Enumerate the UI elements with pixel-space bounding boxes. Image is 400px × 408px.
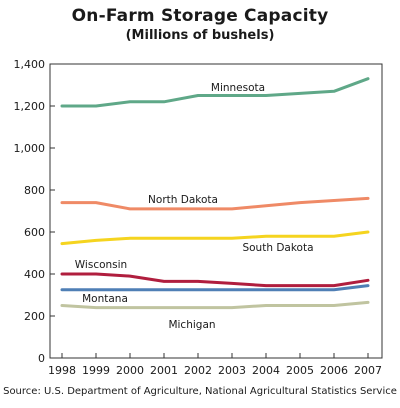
series-line-wisconsin [60, 272, 370, 288]
x-tick-label: 1998 [48, 364, 76, 377]
y-tick-label: 1,200 [14, 100, 46, 113]
chart-title: On-Farm Storage Capacity [71, 6, 329, 26]
series-line-south-dakota [60, 230, 370, 246]
series-label-michigan: Michigan [168, 319, 215, 331]
y-tick-label: 200 [24, 310, 45, 323]
x-tick-label: 2004 [252, 364, 280, 377]
x-tick-label: 2005 [286, 364, 314, 377]
series-lines [60, 77, 370, 310]
x-tick-label: 2001 [150, 364, 178, 377]
series-label-north-dakota: North Dakota [148, 194, 218, 206]
axes: 0 200 400 600 800 1,000 1,200 1,400 1998 1999 2000… [14, 58, 383, 377]
y-tick-label: 400 [24, 268, 45, 281]
series-label-wisconsin: Wisconsin [75, 259, 127, 271]
y-tick-label: 800 [24, 184, 45, 197]
series-line-montana [60, 284, 370, 292]
plot-frame [49, 63, 383, 359]
x-tick-label: 2006 [320, 364, 348, 377]
source-note: Source: U.S. Department of Agriculture, … [3, 386, 397, 397]
y-tick-label: 1,000 [14, 142, 46, 155]
x-tick-label: 2002 [184, 364, 212, 377]
y-tick-label: 0 [38, 352, 45, 365]
x-tick-label: 1999 [82, 364, 110, 377]
y-tick-label: 600 [24, 226, 45, 239]
y-tick-label: 1,400 [14, 58, 46, 71]
series-line-michigan [60, 300, 370, 310]
x-tick-label: 2003 [218, 364, 246, 377]
chart-subtitle: (Millions of bushels) [125, 28, 275, 43]
series-labels: Minnesota North Dakota South Dakota Wiscons… [75, 82, 314, 331]
series-label-montana: Montana [82, 293, 128, 305]
x-tick-label: 2007 [354, 364, 382, 377]
series-line-minnesota [60, 77, 370, 108]
series-label-south-dakota: South Dakota [242, 242, 313, 254]
series-label-minnesota: Minnesota [211, 82, 265, 94]
series-line-north-dakota [60, 196, 370, 211]
x-tick-label: 2000 [116, 364, 144, 377]
